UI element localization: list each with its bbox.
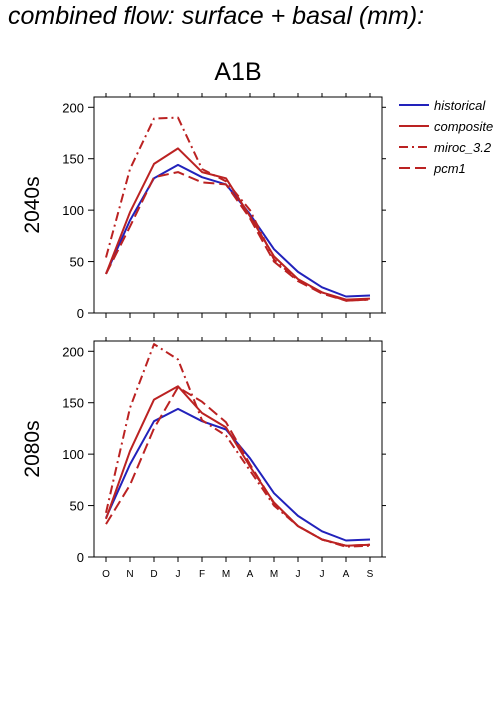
series-line-composite [105,385,371,547]
x-tick-label: F [199,569,205,580]
y-tick-label: 200 [62,344,84,359]
plot-frame [93,340,383,558]
x-tick-label: O [102,569,110,580]
y-tick-label: 150 [62,152,84,167]
y-tick-label: 200 [62,100,84,115]
legend-label: miroc_3.2 [434,140,492,155]
y-axis-label: 2040s [21,176,44,233]
x-tick-label: N [126,569,133,580]
y-tick-label: 100 [62,447,84,462]
scenario-title: A1B [214,58,261,86]
panel-2040s: 0 50 100 150 200 2040s [21,93,386,321]
legend-label: composite [434,119,493,134]
series-line-historical [105,407,371,542]
panel-2080s: 0 50 100 150 200 O N D J F M A M J J A S 2080s [21,337,386,580]
y-tick-label: 50 [70,255,84,270]
y-tick-label: 100 [62,203,84,218]
series-line-historical [105,163,371,298]
x-tick-label: A [247,569,254,580]
y-axis-label: 2080s [21,420,44,477]
legend: historical composite miroc_3.2 pcm1 [399,98,493,176]
y-tick-label: 50 [70,499,84,514]
legend-label: historical [434,98,486,113]
x-tick-label: A [343,569,350,580]
series-line-composite [105,147,371,301]
y-tick-label: 0 [77,306,84,321]
x-tick-label: J [296,569,301,580]
series-line-miroc-3-2 [105,116,371,302]
x-tick-label: J [320,569,325,580]
series-line-pcm1 [105,171,371,302]
legend-label: pcm1 [433,161,466,176]
x-tick-label: D [150,569,157,580]
series-line-pcm1 [105,386,371,547]
plot-frame [93,96,383,314]
x-tick-label: J [176,569,181,580]
y-tick-label: 0 [77,550,84,565]
x-tick-label: S [367,569,374,580]
x-tick-label: M [270,569,278,580]
x-tick-label: M [222,569,230,580]
y-tick-label: 150 [62,396,84,411]
page-title: combined flow: surface + basal (mm): [8,2,425,30]
